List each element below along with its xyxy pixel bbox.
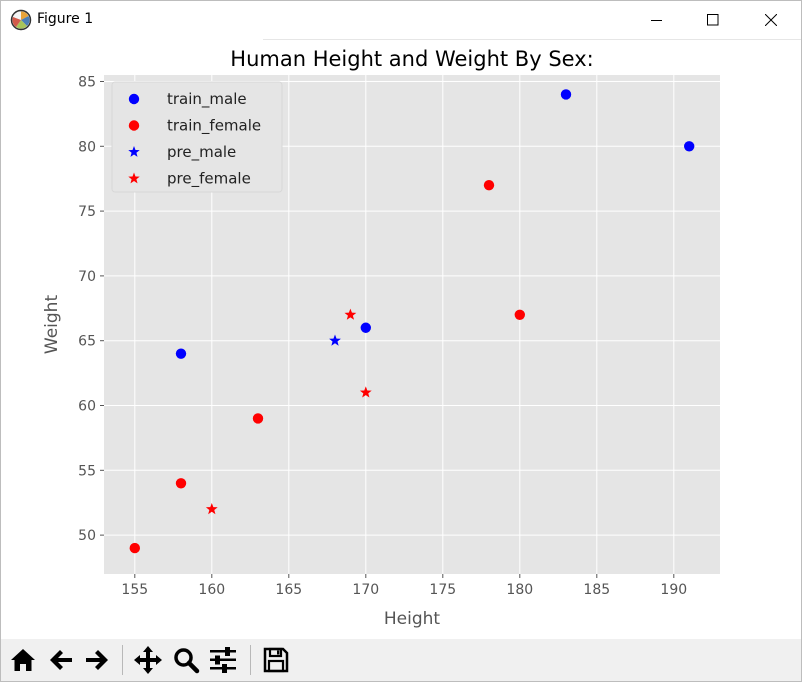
train-male-point [175, 348, 187, 359]
y-tick-label: 80 [78, 139, 96, 155]
x-axis-label: Height [384, 609, 441, 629]
maximize-button[interactable] [685, 1, 741, 39]
legend-label: train_male [167, 90, 247, 109]
matplotlib-icon [10, 9, 32, 31]
legend-marker-pre-female [128, 172, 140, 184]
train-female-point [483, 179, 495, 191]
y-tick-label: 75 [78, 204, 96, 220]
zoom-button[interactable] [169, 643, 203, 677]
x-tick-label: 175 [429, 582, 456, 598]
y-tick-label: 60 [78, 399, 96, 415]
forward-button[interactable] [80, 643, 114, 677]
pre-male-point [329, 334, 341, 346]
x-tick-label: 180 [506, 582, 533, 598]
legend-label: pre_female [167, 170, 251, 189]
train-female-point [514, 309, 525, 320]
close-button[interactable] [743, 1, 799, 39]
navigation-toolbar [1, 639, 801, 681]
legend-label: train_female [167, 117, 261, 136]
toolbar-separator [250, 645, 251, 675]
x-tick-label: 185 [583, 582, 610, 598]
y-tick-label: 85 [78, 74, 96, 90]
maximize-icon [707, 14, 719, 26]
chart-title: Human Height and Weight By Sex: [230, 47, 593, 71]
pre-female-point [344, 308, 357, 320]
train-female-point [129, 542, 140, 554]
pan-button[interactable] [131, 643, 165, 677]
legend-box [111, 81, 283, 193]
configure-subplots-button[interactable] [206, 643, 240, 677]
title-divider [263, 39, 801, 40]
y-tick-label: 50 [78, 528, 96, 544]
x-tick-label: 165 [275, 582, 302, 598]
home-icon [11, 649, 35, 671]
y-tick-label: 65 [78, 334, 96, 350]
train-male-point [560, 89, 572, 100]
legend-marker-train-female [128, 120, 140, 131]
x-tick-label: 190 [660, 582, 687, 598]
y-tick-label: 55 [78, 463, 96, 479]
y-axis-label: Weight [42, 295, 62, 355]
arrow-right-icon [86, 650, 108, 670]
pre-female-point [359, 386, 372, 398]
title-bar[interactable]: Figure 1 [1, 1, 801, 39]
arrow-left-icon [50, 650, 72, 670]
figure-canvas[interactable]: 155 160 165 170 175 180 185 190 50 55 60 65 70 75 80 85… [1, 40, 801, 639]
legend-label: pre_male [167, 143, 236, 162]
move-icon [134, 646, 162, 674]
back-button[interactable] [44, 643, 78, 677]
magnifier-icon [174, 648, 200, 674]
minimize-button[interactable] [629, 1, 685, 39]
legend-marker-train-male [128, 93, 140, 105]
train-male-point [684, 141, 695, 152]
train-male-point [360, 322, 371, 333]
close-icon [765, 14, 777, 26]
train-female-point [252, 413, 264, 424]
home-button[interactable] [6, 643, 40, 677]
y-tick-label: 70 [78, 269, 96, 285]
save-button[interactable] [259, 643, 293, 677]
train-female-point [175, 478, 187, 489]
sliders-icon [210, 647, 236, 673]
minimize-icon [651, 20, 662, 21]
legend-marker-pre-male [128, 146, 140, 157]
floppy-disk-icon [263, 647, 289, 673]
window-title: Figure 1 [37, 11, 94, 27]
pre-female-point [205, 502, 218, 515]
x-tick-label: 160 [198, 582, 225, 598]
toolbar-separator [122, 645, 123, 675]
scatter-chart[interactable]: 155 160 165 170 175 180 185 190 50 55 60 65 70 75 80 85… [1, 40, 801, 639]
x-tick-label: 155 [121, 582, 148, 598]
x-tick-label: 170 [352, 582, 379, 598]
